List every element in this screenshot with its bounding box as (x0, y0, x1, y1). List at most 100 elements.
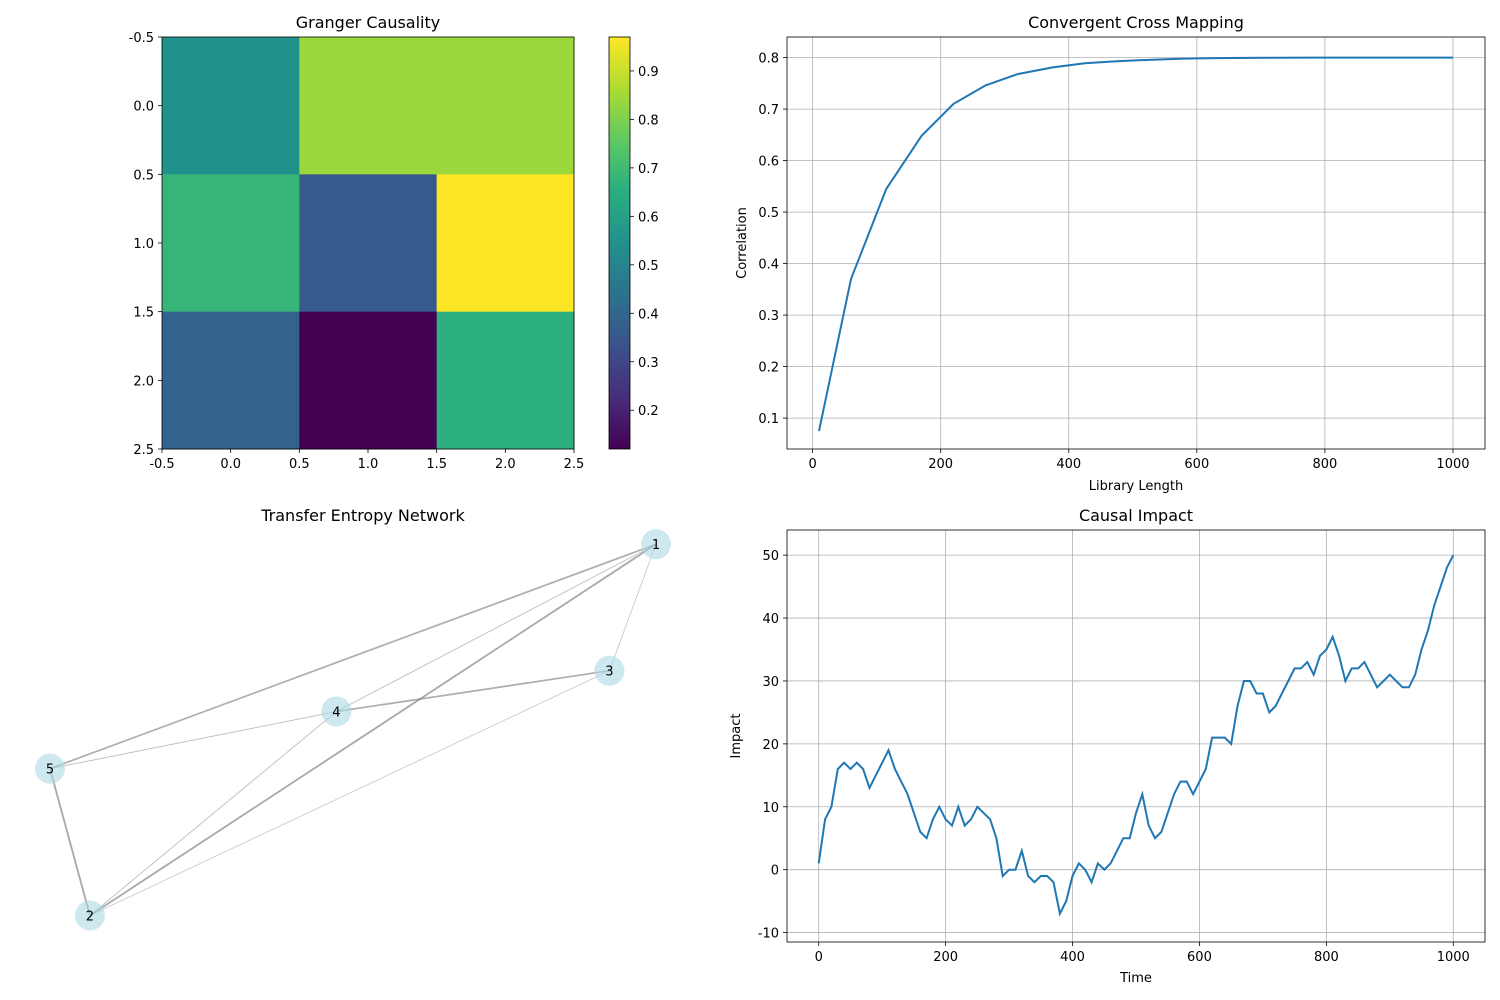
heatmap-cell-1-1 (299, 174, 438, 313)
impact-series-line (817, 554, 1455, 917)
network-edge-5-2 (49, 768, 91, 916)
network-title: Transfer Entropy Network (260, 506, 465, 525)
heatmap-x-tick-label: -0.5 (149, 457, 174, 472)
heatmap-x-ticks: -0.5 0.0 0.5 1.0 1.5 2.0 2.5 (149, 449, 584, 472)
heatmap-y-tick-label: 0.5 (133, 168, 154, 183)
network-edge-1-4 (336, 543, 657, 712)
ccm-y-tick-label: 0.4 (758, 258, 779, 273)
colorbar-tick-label: 0.3 (638, 356, 659, 371)
heatmap-y-tick-label: 0.0 (133, 100, 154, 115)
impact-y-tick-label: 30 (762, 675, 779, 690)
ccm-x-tick-label: 200 (928, 457, 953, 472)
heatmap-x-tick-label: 1.0 (358, 457, 379, 472)
ccm-x-tick-label: 400 (1056, 457, 1081, 472)
granger-panel: Granger Causality -0.5 0.0 0.5 1.0 1.5 2.0 2.5… (129, 13, 659, 472)
impact-title: Causal Impact (1079, 506, 1193, 525)
ccm-series-line (818, 56, 1453, 432)
ccm-x-tick-label: 1000 (1436, 457, 1469, 472)
heatmap-y-tick-label: 1.5 (133, 306, 154, 321)
ccm-y-tick-label: 0.1 (758, 412, 779, 427)
network-edge-1-5 (49, 543, 657, 770)
impact-x-tick-label: 1000 (1437, 950, 1470, 965)
ccm-x-label: Library Length (1089, 479, 1183, 494)
ccm-y-tick-label: 0.7 (758, 103, 779, 118)
network-node-2 (74, 900, 105, 931)
impact-panel: Causal Impact 0 200 400 600 800 1000 -10 0 10 20… (729, 506, 1486, 986)
heatmap-y-tick-label: 2.5 (133, 443, 154, 458)
ccm-x-tick-label: 0 (808, 457, 816, 472)
ccm-x-tick-label: 600 (1184, 457, 1209, 472)
impact-y-label: Impact (729, 714, 744, 759)
impact-y-ticks: -10 0 10 20 30 40 50 (758, 549, 787, 942)
ccm-y-ticks: 0.1 0.2 0.3 0.4 0.5 0.6 0.7 0.8 (758, 52, 787, 427)
granger-title: Granger Causality (296, 13, 440, 32)
impact-grid (787, 530, 1485, 942)
ccm-grid (787, 37, 1485, 449)
impact-x-tick-label: 200 (933, 950, 958, 965)
ccm-y-tick-label: 0.6 (758, 155, 779, 170)
impact-x-tick-label: 0 (815, 950, 823, 965)
heatmap-x-tick-label: 1.5 (426, 457, 447, 472)
colorbar-tick-label: 0.7 (638, 162, 659, 177)
colorbar-tick-label: 0.9 (638, 65, 659, 80)
network-node-1 (641, 529, 672, 560)
network-node-4 (321, 696, 352, 727)
impact-y-tick-label: 50 (762, 549, 779, 564)
network-node-label-2: 2 (86, 910, 94, 925)
impact-x-ticks: 0 200 400 600 800 1000 (815, 942, 1470, 965)
ccm-panel: Convergent Cross Mapping 0 200 400 600 800 10… (735, 13, 1486, 494)
heatmap-y-tick-label: -0.5 (129, 31, 154, 46)
ccm-y-label: Correlation (735, 207, 750, 279)
impact-y-tick-label: -10 (758, 927, 779, 942)
impact-x-tick-label: 600 (1187, 950, 1212, 965)
heatmap-cell-0-1 (299, 37, 438, 175)
ccm-title: Convergent Cross Mapping (1028, 13, 1244, 32)
heatmap-x-tick-label: 0.5 (289, 457, 310, 472)
colorbar-tick-label: 0.8 (638, 113, 659, 128)
colorbar-tick-label: 0.2 (638, 404, 659, 419)
network-edge-4-2 (89, 711, 337, 916)
heatmap-cell-0-0 (162, 37, 300, 175)
ccm-y-tick-label: 0.3 (758, 309, 779, 324)
network-edge-1-2 (89, 543, 657, 917)
network-node-label-5: 5 (46, 763, 54, 778)
impact-x-tick-label: 400 (1060, 950, 1085, 965)
network-node-5 (34, 753, 65, 784)
colorbar-ticks: 0.2 0.3 0.4 0.5 0.6 0.7 0.8 0.9 (630, 65, 659, 419)
ccm-y-tick-label: 0.5 (758, 206, 779, 221)
heatmap-cell-1-2 (436, 174, 575, 313)
colorbar-tick-label: 0.5 (638, 259, 659, 274)
impact-y-tick-label: 20 (762, 738, 779, 753)
impact-y-tick-label: 0 (771, 864, 779, 879)
colorbar-tick-label: 0.6 (638, 210, 659, 225)
heatmap-cell-0-2 (436, 37, 575, 175)
heatmap-x-tick-label: 2.0 (495, 457, 516, 472)
network-edge-1-3 (609, 544, 657, 671)
impact-x-tick-label: 800 (1314, 950, 1339, 965)
network-node-label-4: 4 (332, 706, 340, 721)
heatmap-y-tick-label: 2.0 (133, 374, 154, 389)
ccm-frame (786, 36, 1486, 450)
network-edge-2-3 (89, 670, 610, 916)
ccm-y-tick-label: 0.2 (758, 361, 779, 376)
network-node-label-3: 3 (605, 665, 613, 680)
heatmap-cell-2-1 (299, 311, 438, 450)
colorbar (609, 37, 630, 449)
impact-y-tick-label: 10 (762, 801, 779, 816)
network-panel: Transfer Entropy Network 1 2 3 4 5 (34, 506, 672, 931)
network-node-3 (594, 655, 625, 686)
network-edge-4-3 (336, 669, 610, 713)
heatmap-y-ticks: -0.5 0.0 0.5 1.0 1.5 2.0 2.5 (129, 31, 162, 458)
heatmap-cell-2-2 (436, 311, 575, 450)
heatmap-x-tick-label: 2.5 (564, 457, 585, 472)
colorbar-frame (608, 36, 631, 450)
heatmap-cell-1-0 (162, 174, 300, 313)
network-node-label-1: 1 (652, 538, 660, 553)
heatmap-cell-2-0 (162, 311, 300, 450)
impact-frame (786, 529, 1486, 943)
ccm-x-tick-label: 800 (1312, 457, 1337, 472)
network-edge-4-5 (49, 711, 337, 770)
network-edges (49, 543, 657, 917)
impact-x-label: Time (1119, 971, 1152, 986)
